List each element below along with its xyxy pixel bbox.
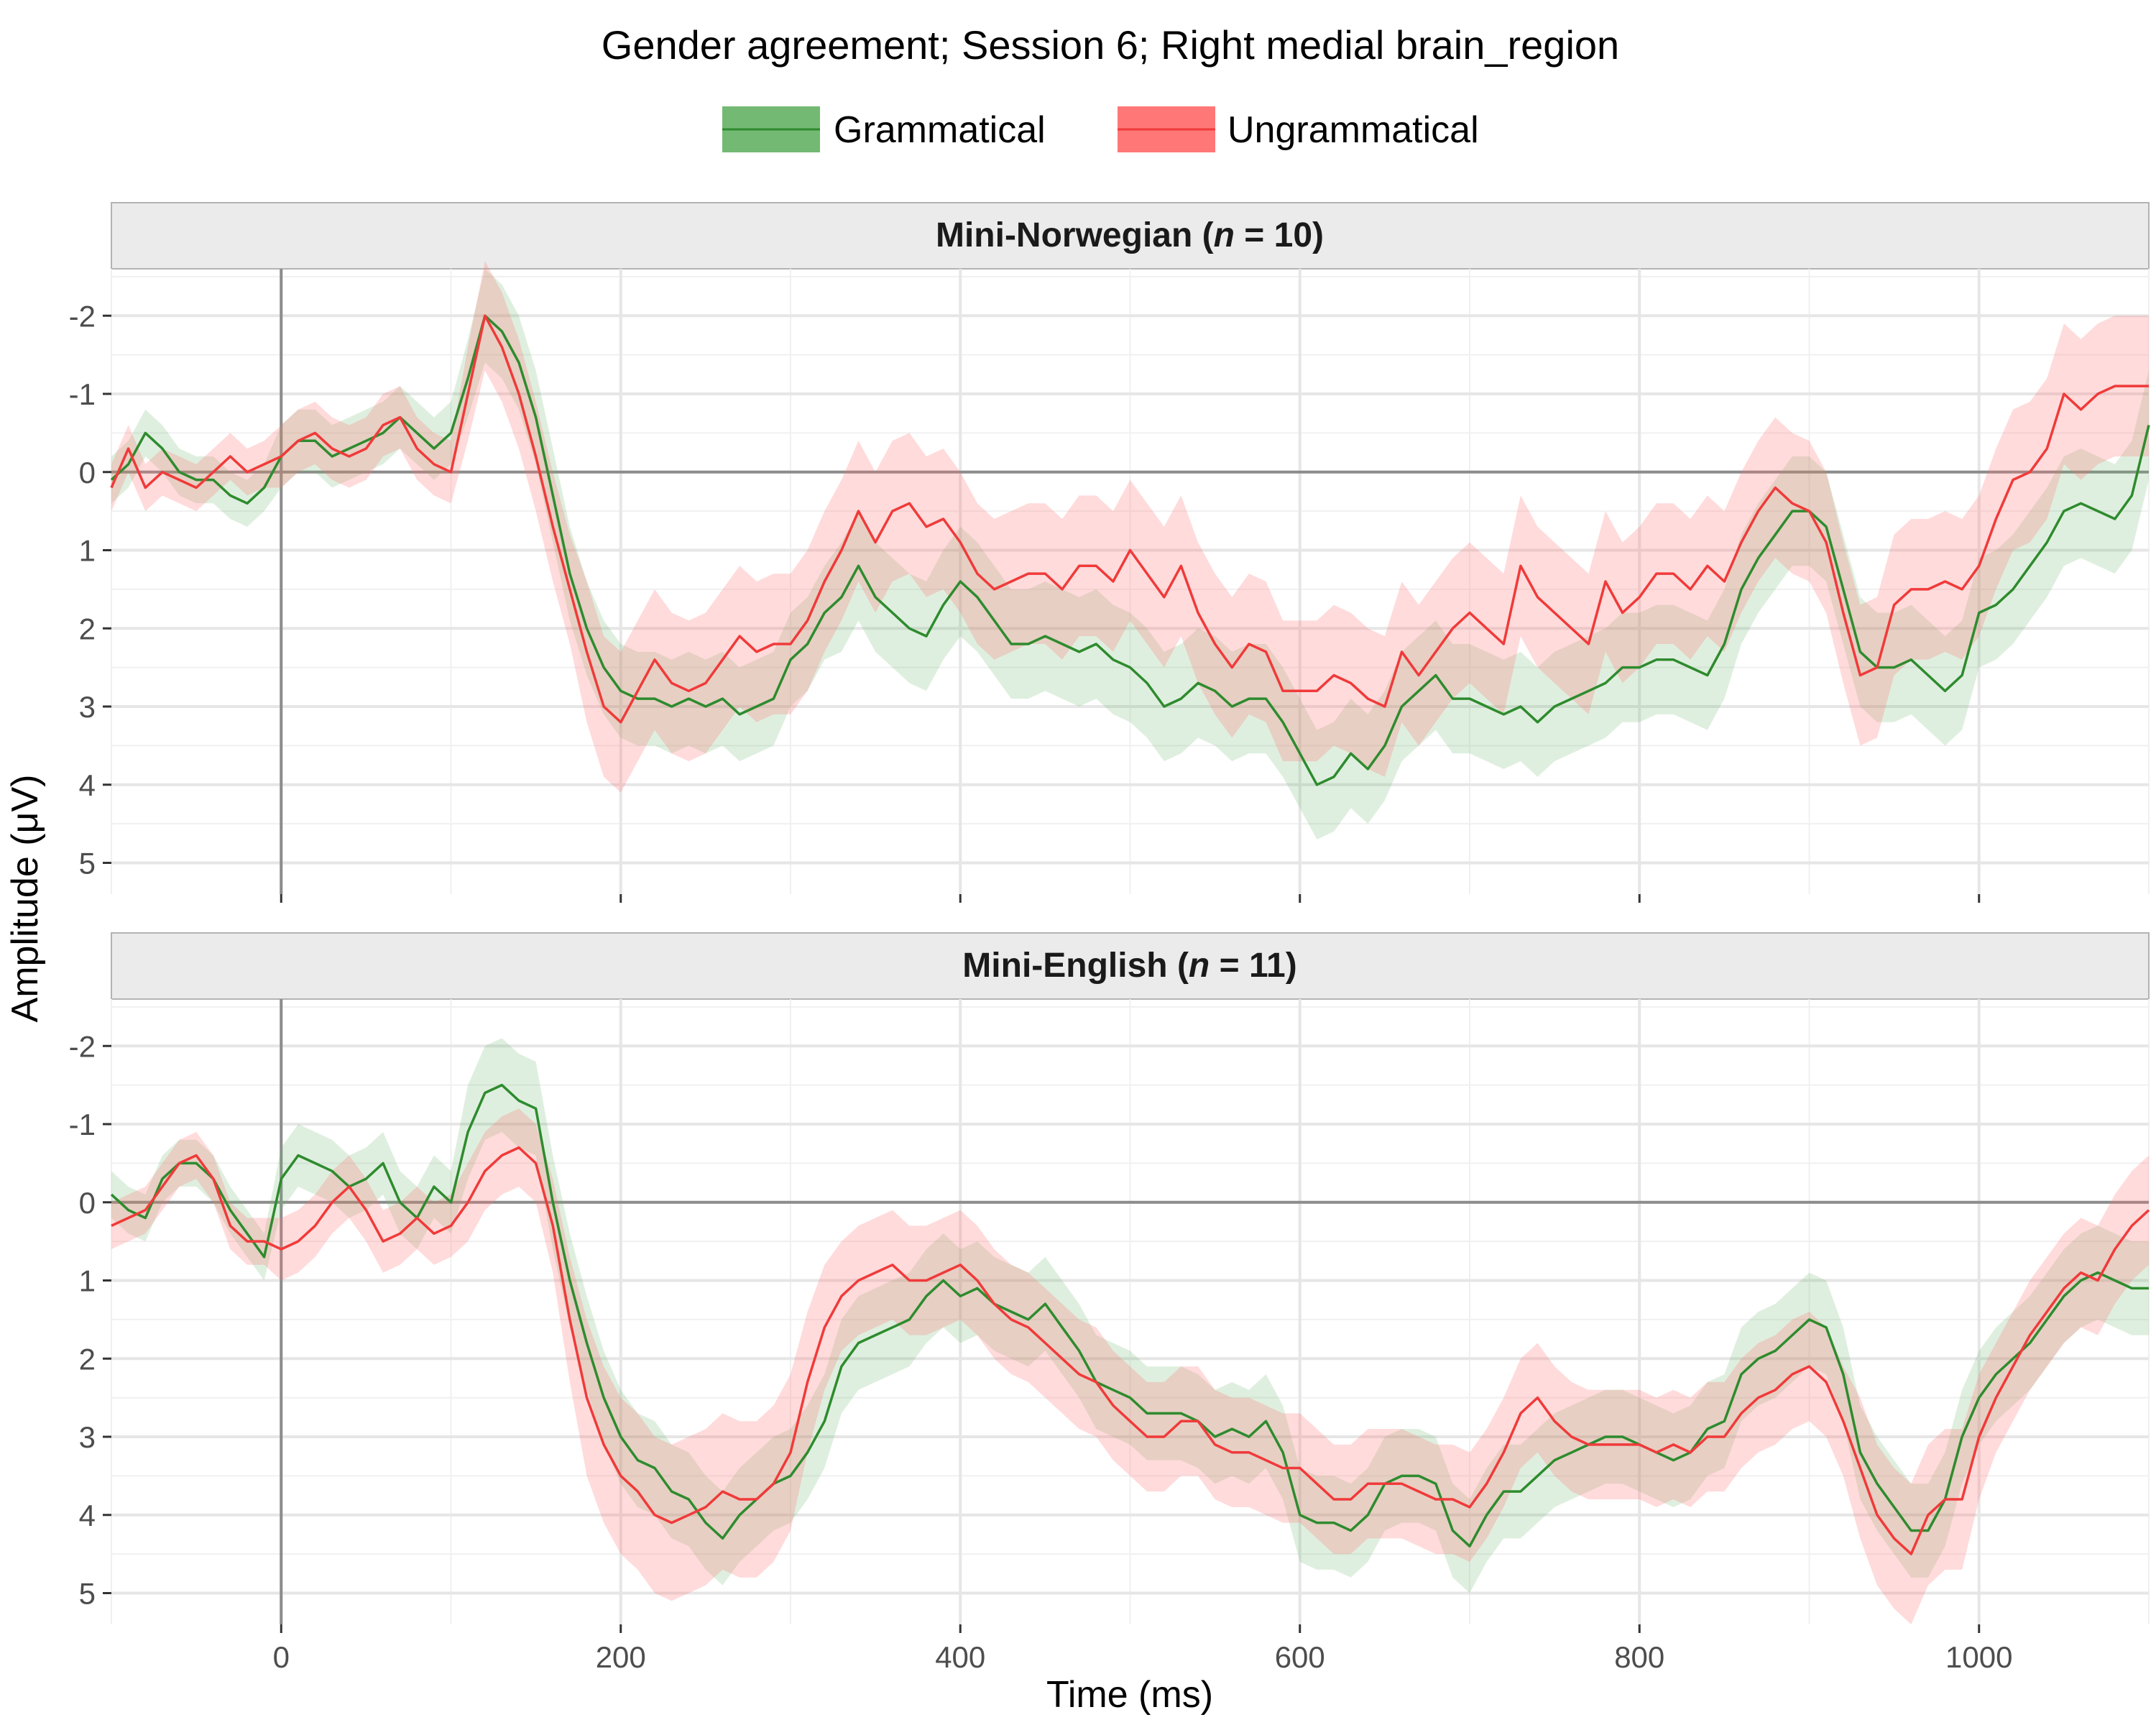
legend: Grammatical Ungrammatical xyxy=(722,106,1479,152)
panel-mini-english: Mini-English (n = 11) -2 -1 0 1 2 3 4 5 xyxy=(69,932,2150,1633)
legend-label-grammatical: Grammatical xyxy=(834,109,1046,151)
legend-item-ungrammatical: Ungrammatical xyxy=(1118,106,1479,152)
y-tick-label: 1 xyxy=(79,534,96,568)
x-tick-label: 600 xyxy=(1275,1640,1325,1674)
y-tick-label: -2 xyxy=(69,299,96,333)
strip-label: Mini-Norwegian (n = 10) xyxy=(936,216,1324,254)
y-axis-title: Amplitude (μV) xyxy=(4,775,46,1023)
plot-area: -2 -1 0 1 2 3 4 5 xyxy=(69,999,2150,1633)
x-tick-label: 400 xyxy=(935,1640,985,1674)
x-tick-label: 800 xyxy=(1614,1640,1664,1674)
x-tick-label: 0 xyxy=(273,1640,290,1674)
series-line-grammatical xyxy=(110,1083,2149,1548)
legend-item-grammatical: Grammatical xyxy=(722,106,1046,152)
x-axis-title: Time (ms) xyxy=(1046,1674,1213,1716)
strip-background xyxy=(111,932,2150,1000)
ribbon-grammatical xyxy=(111,1038,2149,1593)
legend-label-ungrammatical: Ungrammatical xyxy=(1227,109,1479,151)
ribbon-ungrammatical xyxy=(111,261,2149,793)
y-tick-label: -2 xyxy=(69,1029,96,1063)
y-tick-label: 5 xyxy=(79,1577,96,1611)
y-tick-label: 5 xyxy=(79,847,96,880)
chart-title: Gender agreement; Session 6; Right media… xyxy=(602,22,1619,68)
y-tick-label: 4 xyxy=(79,768,96,802)
y-tick-label: 0 xyxy=(79,1186,96,1220)
strip-background xyxy=(111,202,2150,270)
y-tick-label: 2 xyxy=(79,612,96,645)
ribbon-grammatical xyxy=(111,269,2149,840)
y-tick-label: 0 xyxy=(79,456,96,489)
y-tick-label: 3 xyxy=(79,1420,96,1454)
y-tick-label: 4 xyxy=(79,1499,96,1532)
y-tick-label: 3 xyxy=(79,690,96,724)
x-tick-label: 1000 xyxy=(1945,1640,2012,1674)
series-line-ungrammatical xyxy=(110,314,2149,724)
plot-area: -2 -1 0 1 2 3 4 5 xyxy=(69,261,2150,903)
strip-label: Mini-English (n = 11) xyxy=(962,947,1296,985)
panel-mini-norwegian: Mini-Norwegian (n = 10) -2 -1 0 1 2 3 4 5 xyxy=(69,202,2150,903)
ribbon-ungrammatical xyxy=(111,1108,2149,1624)
y-tick-label: 2 xyxy=(79,1342,96,1376)
y-tick-label: -1 xyxy=(69,377,96,411)
y-tick-label: -1 xyxy=(69,1108,96,1141)
x-tick-label: 200 xyxy=(596,1640,646,1674)
x-axis: 0 200 400 600 800 1000 xyxy=(273,1640,2013,1674)
y-tick-label: 1 xyxy=(79,1264,96,1298)
series-line-ungrammatical xyxy=(111,1146,2150,1555)
